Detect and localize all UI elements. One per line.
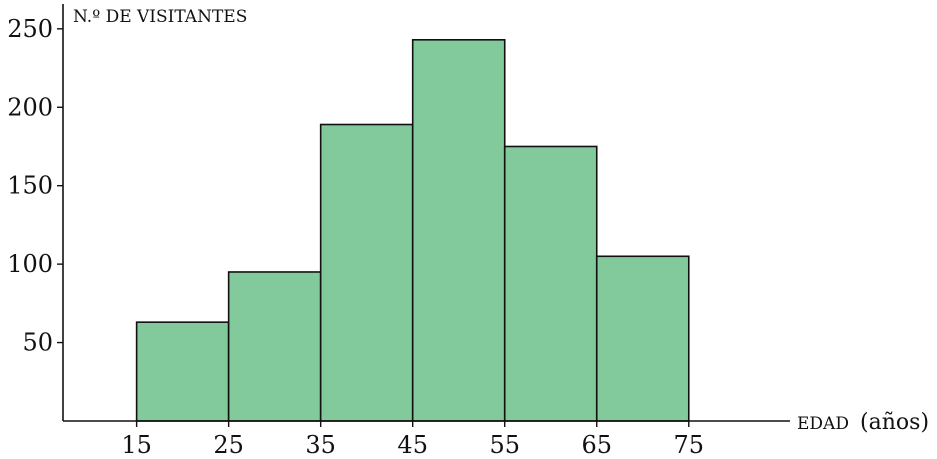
x-axis-title-unit: (años) — [860, 410, 929, 435]
y-tick-label: 50 — [22, 329, 53, 357]
histogram-bar — [135, 321, 230, 422]
x-tick-label: 75 — [673, 431, 704, 459]
x-tick-label: 25 — [213, 431, 244, 459]
y-tick-label: 150 — [7, 172, 53, 200]
bars-group — [135, 39, 690, 422]
x-tick-label: 45 — [397, 431, 428, 459]
y-tick-label: 200 — [7, 93, 53, 121]
axes-group — [62, 4, 790, 422]
x-axis-title-main: EDAD — [797, 414, 849, 434]
x-tick-label: 15 — [121, 431, 152, 459]
x-tick-label: 55 — [489, 431, 520, 459]
x-tick-label: 65 — [581, 431, 612, 459]
histogram-bar — [595, 255, 690, 422]
histogram-bar — [411, 39, 506, 422]
x-tick-label: 35 — [305, 431, 336, 459]
y-tick-label: 100 — [7, 250, 53, 278]
y-axis-title: N.º DE VISITANTES — [73, 7, 247, 27]
ticks-group: 15 25 35 45 55 65 75 50 100 150 200 250 — [7, 15, 704, 459]
histogram-bar — [319, 123, 414, 422]
y-tick-label: 250 — [7, 15, 53, 43]
x-axis-title: EDAD (años) — [797, 410, 929, 435]
histogram-bar — [503, 145, 598, 422]
histogram-bar — [227, 271, 322, 422]
